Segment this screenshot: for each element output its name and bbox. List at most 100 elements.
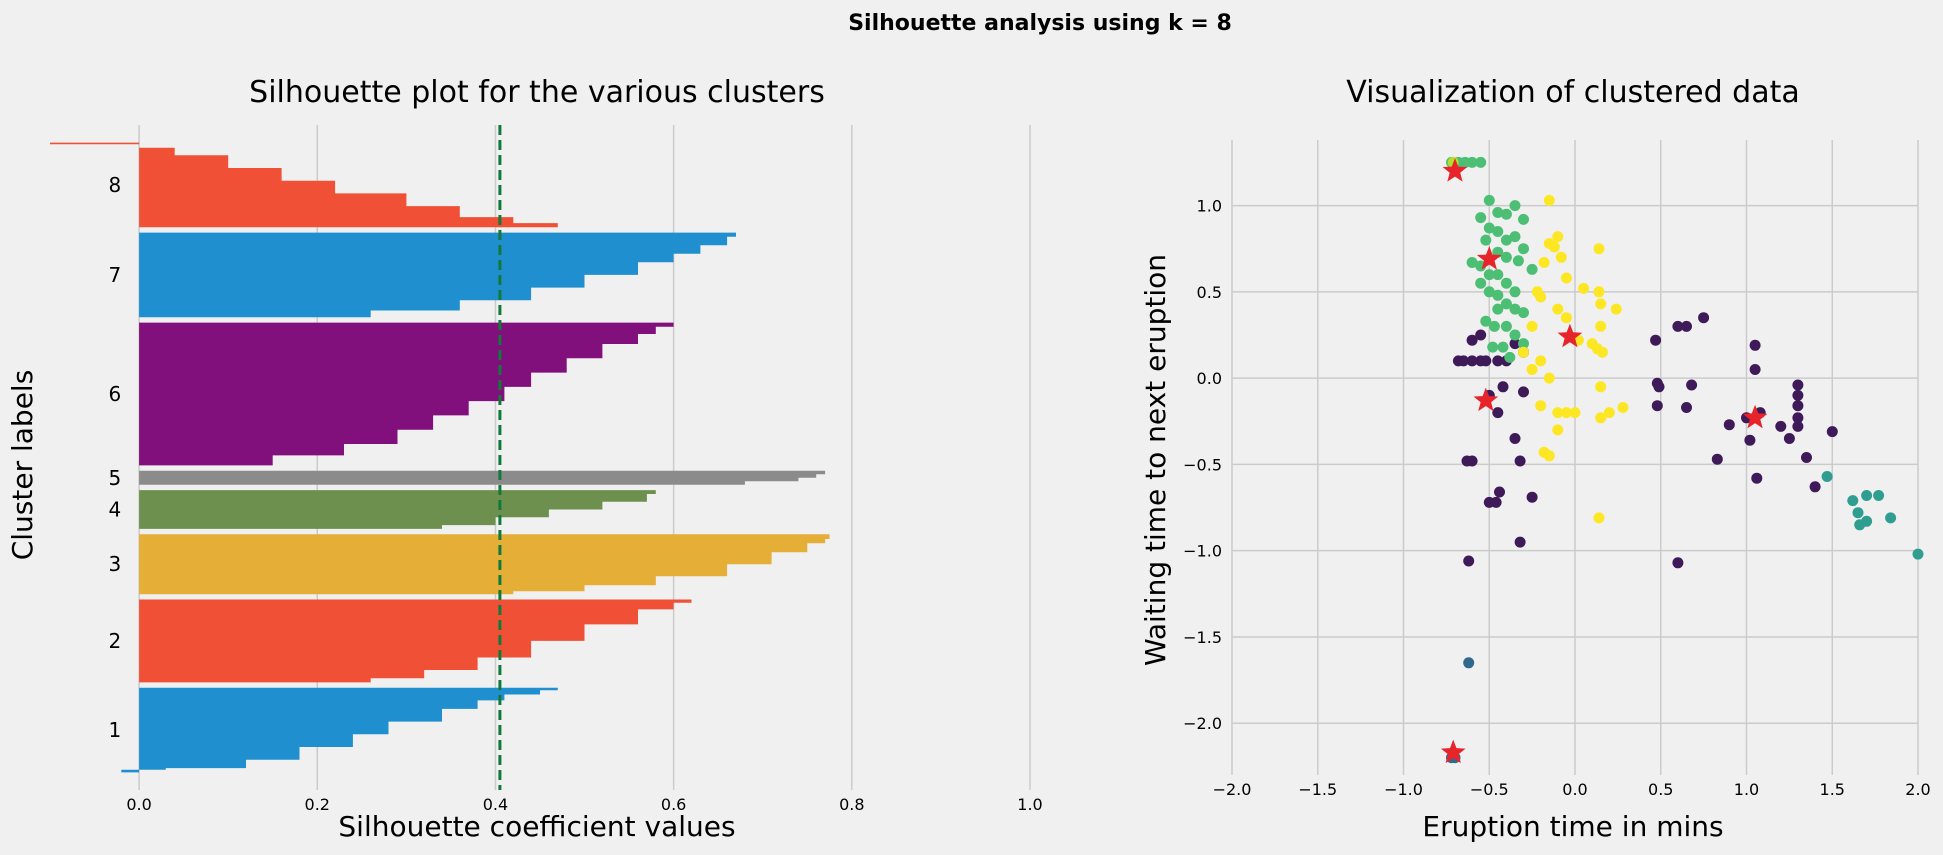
scatter-ylabel: Waiting time to next eruption bbox=[1139, 254, 1172, 666]
scatter-point-c0 bbox=[1744, 434, 1756, 446]
scatter-point-c4 bbox=[1593, 243, 1605, 255]
scatter-x-tick: −1.0 bbox=[1384, 780, 1423, 799]
scatter-point-c0 bbox=[1681, 402, 1692, 413]
scatter-point-c4 bbox=[1535, 291, 1547, 303]
silhouette-x-tick: 1.0 bbox=[1017, 795, 1042, 814]
scatter-point-c2 bbox=[1463, 657, 1475, 669]
scatter-point-c0 bbox=[1466, 334, 1478, 346]
scatter-point-c0 bbox=[1792, 400, 1804, 412]
scatter-x-tick: −1.5 bbox=[1298, 780, 1337, 799]
scatter-point-c0 bbox=[1492, 407, 1504, 419]
scatter-point-c0 bbox=[1509, 338, 1521, 350]
scatter-point-c3 bbox=[1483, 194, 1495, 206]
scatter-point-c0 bbox=[1650, 334, 1662, 346]
scatter-point-c0 bbox=[1490, 496, 1502, 508]
scatter-point-c3 bbox=[1466, 257, 1478, 268]
scatter-point-c3 bbox=[1512, 255, 1524, 267]
scatter-point-c0 bbox=[1458, 355, 1469, 367]
scatter-point-c3 bbox=[1500, 234, 1512, 246]
scatter-point-c3 bbox=[1500, 320, 1512, 332]
scatter-point-c0 bbox=[1749, 339, 1761, 351]
cluster-label-6: 6 bbox=[109, 382, 122, 406]
scatter-point-c4 bbox=[1595, 320, 1607, 332]
scatter-point-c3 bbox=[1466, 156, 1478, 168]
silhouette-x-tick: 0.8 bbox=[839, 795, 864, 814]
scatter-point-c3 bbox=[1492, 289, 1504, 301]
centroid-star bbox=[1473, 387, 1499, 412]
scatter-point-c3 bbox=[1518, 213, 1529, 225]
scatter-point-c4 bbox=[1552, 231, 1564, 243]
scatter-point-c1 bbox=[1885, 512, 1897, 524]
cluster-label-5: 5 bbox=[109, 466, 122, 490]
cluster-label-8: 8 bbox=[109, 173, 122, 197]
scatter-point-c3 bbox=[1487, 341, 1499, 353]
scatter-point-c3 bbox=[1492, 207, 1504, 218]
centroid-star bbox=[1442, 158, 1468, 182]
silhouette-x-ticks: 0.0 0.2 0.4 0.6 0.8 1.0 bbox=[126, 795, 1042, 814]
scatter-y-tick: −1.0 bbox=[1183, 542, 1222, 561]
scatter-point-c4 bbox=[1596, 346, 1608, 358]
scatter-x-tick: 0.0 bbox=[1562, 780, 1587, 799]
scatter-point-c3 bbox=[1480, 315, 1492, 327]
scatter-y-tick: 1.0 bbox=[1197, 197, 1222, 216]
scatter-point-c4 bbox=[1569, 407, 1581, 419]
scatter-point-c3 bbox=[1483, 222, 1495, 234]
silhouette-x-tick: 0.0 bbox=[126, 795, 151, 814]
scatter-point-c4 bbox=[1538, 257, 1550, 268]
scatter-point-c1 bbox=[1912, 548, 1924, 560]
scatter-point-c3 bbox=[1492, 303, 1504, 315]
scatter-point-c0 bbox=[1463, 555, 1475, 567]
scatter-point-c3 bbox=[1518, 338, 1529, 350]
scatter-point-c0 bbox=[1651, 400, 1663, 412]
scatter-point-c3 bbox=[1483, 269, 1495, 281]
scatter-point-c3 bbox=[1500, 208, 1512, 220]
scatter-point-c3 bbox=[1475, 212, 1487, 224]
silhouette-title: Silhouette plot for the various clusters bbox=[249, 75, 825, 110]
figure-suptitle: Silhouette analysis using k = 8 bbox=[848, 11, 1232, 36]
scatter-point-c4 bbox=[1526, 320, 1538, 332]
scatter-point-c4 bbox=[1610, 303, 1622, 315]
scatter-point-c0 bbox=[1826, 426, 1838, 438]
scatter-y-tick: −1.5 bbox=[1183, 628, 1222, 647]
scatter-title: Visualization of clustered data bbox=[1346, 75, 1799, 110]
cluster-label-1: 1 bbox=[109, 718, 122, 742]
scatter-point-c0 bbox=[1751, 472, 1763, 484]
scatter-point-c1 bbox=[1847, 495, 1859, 507]
scatter-point-c0 bbox=[1711, 453, 1723, 465]
centroid-star bbox=[1440, 739, 1466, 764]
silhouette-bar-cluster-2 bbox=[139, 599, 692, 683]
silhouette-x-tick: 0.4 bbox=[483, 795, 508, 814]
scatter-point-c3 bbox=[1483, 286, 1495, 298]
scatter-point-c0 bbox=[1749, 364, 1761, 375]
scatter-gridlines bbox=[1231, 140, 1919, 775]
scatter-point-c0 bbox=[1494, 486, 1505, 498]
scatter-point-c3 bbox=[1488, 320, 1500, 332]
silhouette-ylabel: Cluster labels bbox=[6, 370, 39, 561]
centroid-star bbox=[1557, 323, 1583, 348]
scatter-point-c1 bbox=[1821, 471, 1833, 482]
cluster-label-2: 2 bbox=[109, 629, 122, 653]
silhouette-plot: Silhouette plot for the various clusters… bbox=[6, 75, 1043, 843]
scatter-point-c4 bbox=[1593, 286, 1605, 298]
scatter-x-tick: 2.0 bbox=[1905, 780, 1930, 799]
scatter-point-c0 bbox=[1686, 379, 1698, 391]
scatter-point-c0 bbox=[1497, 381, 1509, 393]
scatter-point-c0 bbox=[1514, 455, 1526, 467]
scatter-points bbox=[1446, 156, 1924, 764]
scatter-x-tick: −2.0 bbox=[1213, 780, 1252, 799]
scatter-point-c3 bbox=[1475, 277, 1487, 289]
scatter-point-c4 bbox=[1543, 372, 1555, 384]
silhouette-bar-cluster-1 bbox=[50, 687, 558, 773]
silhouette-xlabel: Silhouette coefficient values bbox=[338, 810, 735, 843]
scatter-x-tick: 1.5 bbox=[1820, 780, 1845, 799]
silhouette-bar-cluster-3 bbox=[139, 534, 830, 595]
scatter-point-c3 bbox=[1509, 303, 1521, 315]
scatter-x-tick: 1.0 bbox=[1734, 780, 1759, 799]
scatter-point-c3 bbox=[1526, 263, 1538, 275]
scatter-point-c1 bbox=[1873, 490, 1885, 501]
scatter-point-c4 bbox=[1535, 400, 1547, 412]
scatter-xlabel: Eruption time in mins bbox=[1422, 810, 1723, 843]
scatter-point-c3 bbox=[1497, 341, 1509, 353]
scatter-point-c0 bbox=[1792, 389, 1804, 401]
